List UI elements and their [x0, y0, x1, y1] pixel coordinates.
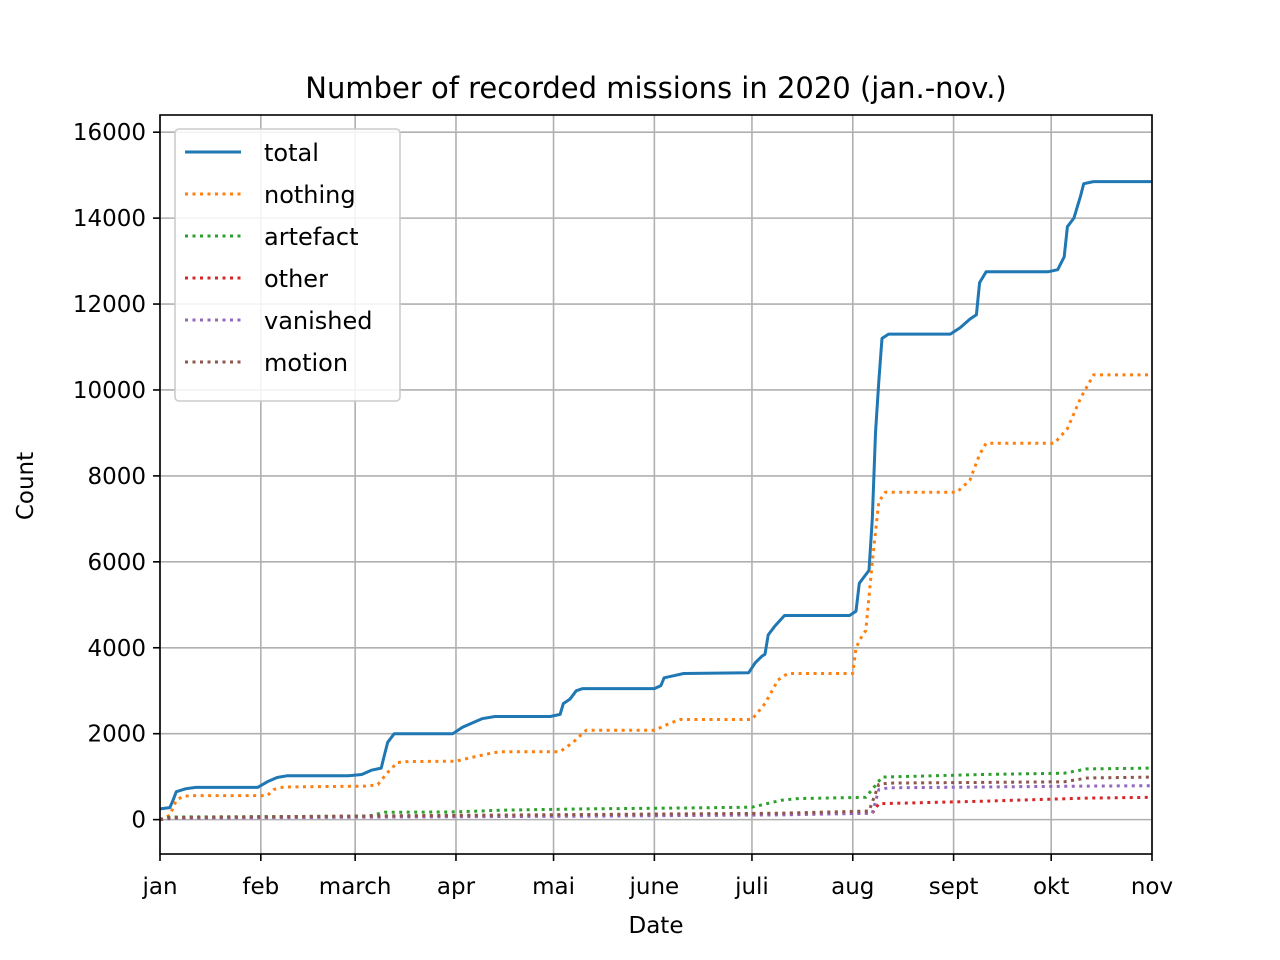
series-line-motion: [159, 775, 1153, 822]
x-axis-title: Date: [629, 913, 684, 939]
x-tick-label: okt: [1033, 874, 1069, 900]
legend-label-nothing: nothing: [264, 181, 356, 209]
x-tick-label: jan: [141, 874, 177, 900]
chart-title: Number of recorded missions in 2020 (jan…: [305, 71, 1006, 105]
legend: total nothing artefact other vanished motion: [174, 128, 401, 402]
legend-label-artefact: artefact: [264, 223, 359, 251]
y-tick-label: 0: [131, 808, 146, 834]
y-axis-title: Count: [13, 452, 39, 520]
y-tick-label: 8000: [87, 464, 146, 490]
series-lines: [159, 180, 1153, 822]
legend-label-vanished: vanished: [264, 307, 373, 335]
axis-ticks: jan feb march apr mai june juli aug sept okt nov 0 2…: [73, 120, 1173, 900]
series-line-artefact: [159, 766, 1153, 822]
legend-label-motion: motion: [264, 349, 348, 377]
series-line-other: [159, 795, 1153, 822]
y-tick-label: 10000: [73, 378, 146, 404]
series-line-total: [159, 180, 1152, 811]
legend-label-other: other: [264, 265, 328, 293]
x-tick-label: nov: [1131, 874, 1173, 900]
legend-box: [174, 128, 401, 402]
x-tick-label: mai: [532, 874, 575, 900]
plot-area-frame: [159, 114, 1153, 855]
legend-label-total: total: [264, 139, 319, 167]
y-tick-label: 4000: [87, 636, 146, 662]
x-tick-label: aug: [831, 874, 874, 900]
y-tick-label: 12000: [73, 292, 146, 318]
y-tick-label: 14000: [73, 206, 146, 232]
y-tick-label: 6000: [87, 550, 146, 576]
y-tick-label: 16000: [73, 120, 146, 146]
x-tick-label: sept: [929, 874, 979, 900]
x-tick-label: apr: [437, 874, 476, 900]
x-tick-label: march: [319, 874, 392, 900]
x-tick-label: june: [629, 874, 680, 900]
series-line-nothing: [159, 373, 1152, 821]
y-tick-label: 2000: [87, 722, 146, 748]
x-tick-label: juli: [734, 874, 769, 900]
x-tick-label: feb: [242, 874, 279, 900]
